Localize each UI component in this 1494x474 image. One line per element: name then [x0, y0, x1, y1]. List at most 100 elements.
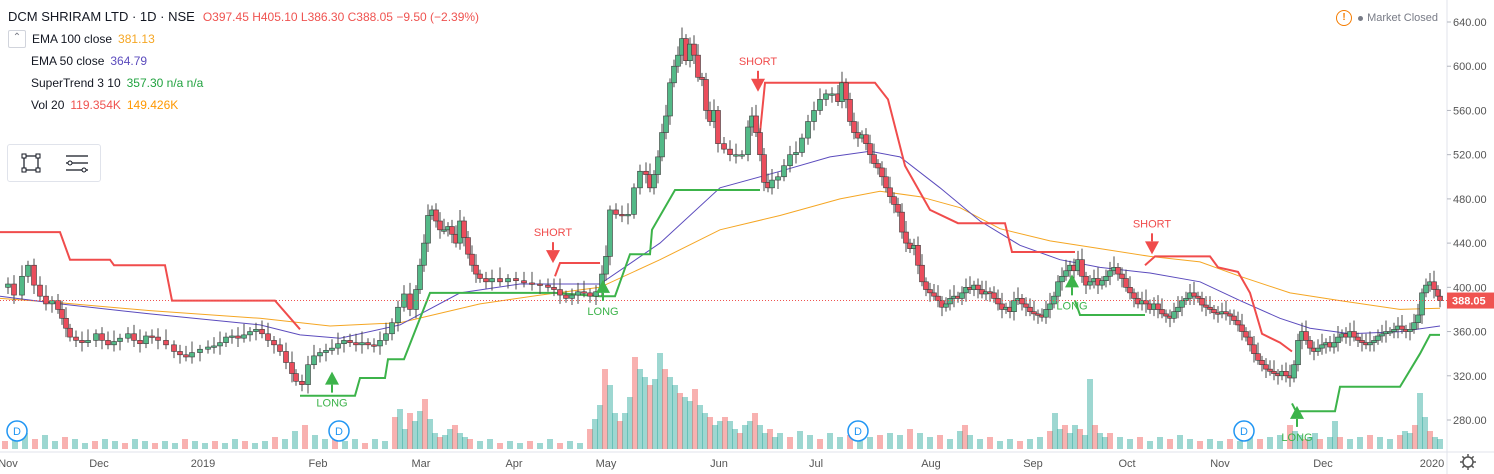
candle-down: [1163, 313, 1169, 317]
volume-bar: [642, 377, 648, 449]
candle-up: [1315, 347, 1321, 352]
candle-up: [781, 165, 787, 178]
volume-bar: [687, 401, 693, 449]
volume-bar: [622, 413, 628, 449]
dividend-marker: [1233, 420, 1255, 442]
candle-up: [341, 340, 347, 345]
market-status[interactable]: ! Market Closed: [1336, 10, 1438, 26]
candle-up: [189, 352, 195, 358]
volume-bar: [427, 419, 433, 449]
symbol-title[interactable]: DCM SHRIRAM LTD · 1D · NSE: [8, 9, 195, 24]
candle-up: [85, 340, 91, 343]
volume-bar: [807, 435, 813, 449]
candle-down: [63, 317, 69, 329]
volume-bar: [1077, 429, 1083, 449]
volume-bar: [1207, 439, 1213, 449]
long-arrow: [1065, 274, 1079, 288]
volume-bar: [447, 429, 453, 449]
x-tick-label: Jul: [809, 458, 823, 470]
volume-bar: [677, 393, 683, 449]
candle-down: [895, 204, 901, 213]
x-tick-label: 2019: [191, 458, 215, 470]
supertrend-down-line: [0, 231, 301, 330]
gear-tooth: [1461, 465, 1465, 469]
volume-bar: [437, 437, 443, 449]
gear-tooth: [1471, 465, 1475, 469]
candle-down: [931, 292, 937, 297]
last-price-label: 388.05: [1452, 296, 1486, 308]
legend-ema50-row[interactable]: EMA 50 close 364.79: [8, 50, 479, 72]
volume-bar: [767, 429, 773, 449]
volume-bar: [1197, 441, 1203, 449]
candle-up: [253, 329, 259, 332]
status-dot: [1358, 15, 1364, 21]
candle-down: [171, 344, 177, 352]
volume-bar: [452, 425, 458, 449]
candle-up: [607, 209, 613, 257]
volume-bar: [762, 433, 768, 449]
volume-bar: [1357, 437, 1363, 449]
candle-up: [305, 364, 311, 385]
candle-down: [1207, 306, 1213, 310]
ema50-label: EMA 50 close: [31, 54, 105, 68]
volume-bar: [1432, 437, 1438, 449]
candle-down: [131, 333, 137, 341]
supertrend-label: SuperTrend 3 10: [31, 76, 121, 90]
rectangle-icon[interactable]: [15, 149, 47, 177]
candle-down: [847, 99, 853, 122]
volume-bar: [967, 435, 973, 449]
supertrend-up-line: [600, 189, 760, 298]
volume-bar: [577, 443, 583, 449]
volume-bar: [152, 443, 158, 449]
volume-bar: [917, 433, 923, 449]
volume-bar: [232, 439, 238, 449]
volume-bar: [142, 441, 148, 449]
volume-bar: [1167, 439, 1173, 449]
volume-bar: [1177, 435, 1183, 449]
volume-bar: [407, 413, 413, 449]
candle-down: [529, 282, 535, 285]
collapse-legend-icon[interactable]: ⌃: [8, 30, 26, 48]
dividend-label: D: [854, 426, 862, 438]
volume-bar: [712, 425, 718, 449]
x-tick-label: Dec: [89, 458, 109, 470]
candle-down: [891, 196, 897, 205]
volume-bar: [507, 441, 513, 449]
volume-bar: [1137, 437, 1143, 449]
candle-up: [1411, 322, 1417, 330]
volume-bar: [272, 437, 278, 449]
candle-down: [1251, 344, 1257, 354]
y-tick-label: 320.00: [1453, 371, 1487, 383]
volume-bar: [587, 429, 593, 449]
candle-down: [851, 121, 857, 133]
candle-down: [1123, 278, 1129, 288]
candle-down: [293, 373, 299, 382]
candle-up: [1423, 284, 1429, 294]
warning-icon[interactable]: !: [1336, 10, 1353, 26]
volume-bar: [42, 435, 48, 449]
candle-up: [441, 229, 447, 232]
volume-bar: [937, 435, 943, 449]
candle-down: [1119, 273, 1125, 279]
candle-up: [383, 333, 389, 341]
candle-up: [421, 242, 427, 266]
candle-up: [799, 137, 805, 153]
candle-down: [699, 76, 705, 80]
volume-bar: [612, 413, 618, 449]
candle-down: [887, 187, 893, 197]
legend-supertrend-row[interactable]: SuperTrend 3 10 357.30 n/a n/a: [8, 72, 479, 94]
candle-down: [11, 283, 17, 296]
legend-ema100-row[interactable]: ⌃ EMA 100 close 381.13: [8, 28, 479, 50]
candle-up: [417, 264, 423, 290]
candle-up: [359, 342, 365, 346]
volume-bar: [382, 441, 388, 449]
list-icon[interactable]: [61, 149, 93, 177]
candle-down: [513, 278, 519, 282]
candle-down: [1227, 313, 1233, 317]
volume-bar: [547, 439, 553, 449]
candle-down: [695, 54, 701, 78]
legend-volume-row[interactable]: Vol 20 119.354K 149.426K: [8, 94, 479, 116]
candle-down: [915, 245, 921, 266]
candle-down: [1031, 311, 1037, 315]
